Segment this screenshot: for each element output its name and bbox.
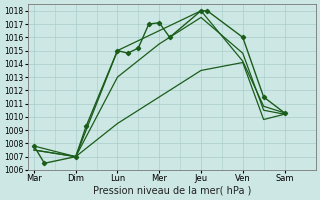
X-axis label: Pression niveau de la mer( hPa ): Pression niveau de la mer( hPa )	[92, 186, 251, 196]
